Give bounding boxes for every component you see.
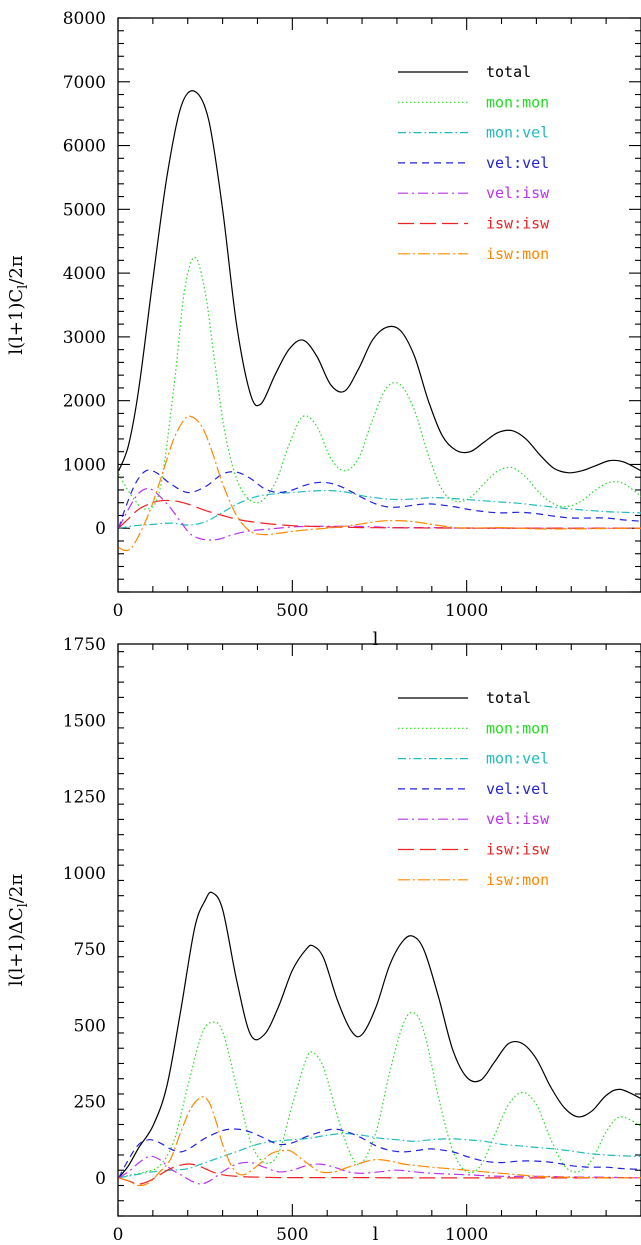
series-line-isw-mon — [118, 415, 641, 552]
legend-label-isw-isw: isw:isw — [486, 215, 550, 233]
legend-label-total: total — [486, 689, 531, 707]
series-line-isw-isw — [118, 499, 641, 529]
y-tick-label: 6000 — [63, 137, 106, 157]
legend-label-mon-vel: mon:vel — [486, 750, 549, 768]
x-tick-label: 500 — [276, 1225, 308, 1245]
legend-label-vel-isw: vel:isw — [486, 184, 550, 202]
y-tick-label: 1000 — [63, 455, 106, 475]
plot-frame — [117, 643, 641, 1217]
y-tick-label: 2000 — [63, 392, 106, 412]
series-line-total — [118, 90, 641, 474]
y-tick-label: 5000 — [63, 200, 106, 220]
x-tick-label: 1000 — [445, 601, 488, 621]
y-tick-label: 7000 — [63, 73, 106, 93]
legend-label-vel-vel: vel:vel — [486, 780, 549, 798]
chart-panel-1: 0 500 1000 0 1000 2000 3000 4000 5000 6000 7000 800… — [6, 9, 641, 650]
series-line-vel-vel — [118, 1128, 641, 1179]
y-tick-label: 750 — [74, 940, 106, 960]
y-tick-label: 1250 — [63, 788, 106, 808]
y-tick-label: 8000 — [63, 9, 106, 29]
plot-frame — [117, 17, 641, 593]
y-tick-label: 1750 — [63, 635, 106, 655]
series-line-mon-mon — [118, 256, 641, 510]
y-tick-label: 0 — [95, 519, 106, 539]
series-line-mon-vel — [118, 1132, 641, 1179]
legend-label-mon-mon: mon:mon — [486, 93, 549, 111]
y-tick-label: 1500 — [63, 711, 106, 731]
series-line-mon-vel — [118, 489, 641, 529]
series-line-total — [118, 891, 641, 1179]
x-tick-label: 0 — [113, 1225, 124, 1245]
series-line-isw-isw — [118, 1163, 641, 1185]
x-tick-label: 500 — [276, 601, 308, 621]
legend-label-vel-vel: vel:vel — [486, 154, 549, 172]
x-axis-label: l — [373, 1224, 379, 1245]
series-line-mon-mon — [118, 1011, 641, 1179]
legend-label-mon-mon: mon:mon — [486, 719, 549, 737]
x-tick-label: 0 — [113, 601, 124, 621]
series-group — [118, 90, 641, 552]
x-axis-label: l — [373, 629, 379, 650]
y-tick-label: 4000 — [63, 264, 106, 284]
legend: total mon:mon mon:vel vel:vel vel:isw isw:isw… — [398, 689, 550, 889]
series-line-vel-isw — [118, 487, 641, 541]
y-tick-label: 250 — [74, 1093, 106, 1113]
y-tick-label: 0 — [95, 1169, 106, 1189]
y-axis-label: l(l+1)Cl/2π — [6, 255, 31, 355]
legend-label-isw-isw: isw:isw — [486, 841, 550, 859]
legend-label-isw-mon: isw:mon — [486, 245, 549, 263]
y-tick-label: 1000 — [63, 864, 106, 884]
legend: total mon:mon mon:vel vel:vel vel:isw isw:isw… — [398, 63, 550, 263]
chart-panel-2: 0 500 1000 0 250 500 750 1000 1250 1500 1750 l l(l+1… — [6, 635, 641, 1245]
y-axis-label: l(l+1)ΔCl/2π — [6, 874, 31, 987]
y-tick-label: 500 — [74, 1016, 106, 1036]
series-group — [118, 891, 641, 1187]
series-line-vel-isw — [118, 1155, 641, 1185]
legend-label-vel-isw: vel:isw — [486, 810, 550, 828]
y-tick-label: 3000 — [63, 328, 106, 348]
legend-label-mon-vel: mon:vel — [486, 124, 549, 142]
legend-label-total: total — [486, 63, 531, 81]
legend-label-isw-mon: isw:mon — [486, 871, 549, 889]
series-line-vel-vel — [118, 469, 641, 529]
x-tick-label: 1000 — [445, 1225, 488, 1245]
series-line-isw-mon — [118, 1096, 641, 1187]
